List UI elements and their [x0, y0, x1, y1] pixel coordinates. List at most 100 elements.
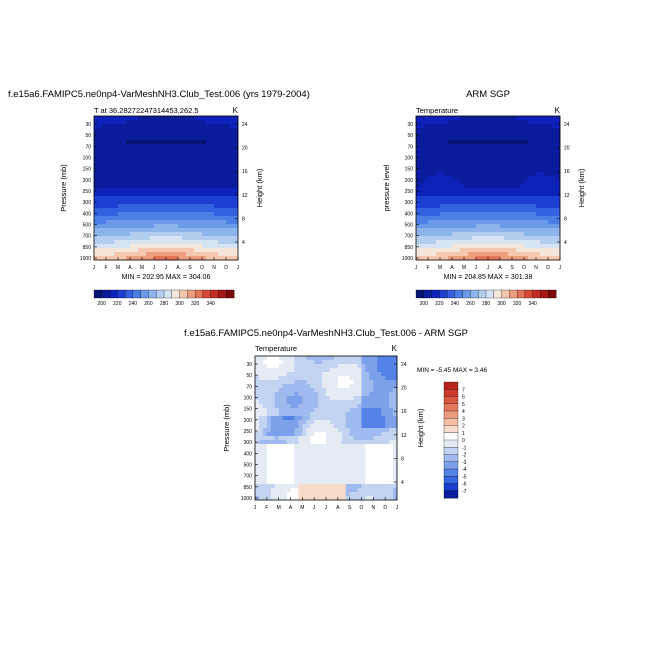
heatmap-cell [162, 136, 167, 141]
heatmap-cell [377, 480, 382, 485]
heatmap-cell [448, 192, 453, 197]
heatmap-cell [318, 472, 323, 477]
heatmap-cell [341, 428, 347, 433]
heatmap-cell [230, 160, 235, 165]
heatmap-cell [333, 356, 339, 361]
heatmap-cell [190, 180, 195, 185]
heatmap-cell [102, 144, 107, 149]
heatmap-cell [416, 244, 421, 249]
heatmap-cell [528, 128, 533, 133]
heatmap-cell [337, 488, 343, 493]
heatmap-cell [294, 380, 299, 385]
heatmap-cell [158, 196, 163, 201]
heatmap-cell [186, 248, 191, 253]
heatmap-cell [274, 448, 279, 453]
heatmap-cell [365, 408, 370, 413]
heatmap-cell [234, 176, 239, 181]
heatmap-cell [389, 412, 394, 417]
heatmap-cell [536, 244, 541, 249]
heatmap-cell [298, 496, 303, 501]
heatmap-cell [337, 472, 343, 477]
heatmap-cell [520, 148, 525, 153]
heatmap-cell [222, 172, 227, 177]
heatmap-cell [472, 168, 477, 173]
heatmap-cell [102, 196, 107, 201]
colorbar-label: 3 [462, 416, 465, 422]
heatmap-cell [524, 192, 529, 197]
heatmap-cell [556, 140, 561, 145]
heatmap-cell [102, 244, 107, 249]
heatmap-cell [381, 456, 386, 461]
heatmap-cell [298, 432, 303, 437]
heatmap-cell [389, 492, 394, 497]
heatmap-cell [345, 408, 350, 413]
heatmap-cell [94, 132, 99, 137]
heatmap-cell [170, 220, 175, 225]
heatmap-cell [548, 252, 553, 257]
heatmap-cell [302, 404, 307, 409]
heatmap-cell [361, 432, 366, 437]
heatmap-cell [102, 160, 107, 165]
heatmap-cell [361, 496, 366, 501]
heatmap-cell [349, 472, 354, 477]
heatmap-cell [278, 440, 283, 445]
heatmap-cell [274, 424, 279, 429]
heatmap-cell [146, 192, 151, 197]
heatmap-cell [194, 236, 199, 241]
heatmap-cell [528, 172, 533, 177]
heatmap-cell [552, 200, 557, 205]
heatmap-cell [333, 428, 339, 433]
heatmap-cell [460, 184, 465, 189]
heatmap-cell [369, 452, 374, 457]
heatmap-cell [106, 200, 111, 205]
heatmap-cell [210, 144, 215, 149]
heatmap-cell [385, 476, 390, 481]
heatmap-cell [436, 224, 441, 229]
heatmap-cell [349, 476, 354, 481]
heatmap-cell [134, 168, 139, 173]
heatmap-cell [226, 188, 231, 193]
heatmap-cell [496, 244, 501, 249]
y-tick-label: 1000 [80, 256, 91, 262]
heatmap-cell [532, 216, 537, 221]
heatmap-cell [520, 188, 525, 193]
heatmap-cell [500, 132, 505, 137]
heatmap-cell [416, 232, 421, 237]
heatmap-cell [512, 236, 517, 241]
heatmap-cell [385, 376, 390, 381]
heatmap-cell [532, 156, 537, 161]
heatmap-cell [150, 244, 155, 249]
heatmap-cell [556, 132, 561, 137]
heatmap-cell [94, 248, 99, 253]
heatmap-cell [114, 136, 119, 141]
heatmap-cell [302, 484, 307, 489]
heatmap-cell [456, 244, 461, 249]
heatmap-cell [488, 144, 493, 149]
heatmap-cell [126, 240, 131, 245]
heatmap-cell [544, 236, 549, 241]
heatmap-cell [266, 364, 272, 369]
heatmap-cell [452, 124, 457, 129]
heatmap-cell [142, 144, 147, 149]
heatmap-cell [341, 408, 347, 413]
heatmap-cell [480, 124, 485, 129]
heatmap-cell [214, 180, 219, 185]
heatmap-cell [337, 388, 343, 393]
heatmap-cell [166, 176, 171, 181]
heatmap-cell [540, 208, 545, 213]
heatmap-cell [298, 400, 303, 405]
heatmap-cell [532, 116, 537, 121]
heatmap-cell [448, 124, 453, 129]
heatmap-cell [440, 160, 445, 165]
heatmap-cell [106, 220, 111, 225]
heatmap-cell [349, 444, 354, 449]
heatmap-cell [393, 424, 398, 429]
heatmap-cell [186, 144, 191, 149]
heatmap-cell [369, 484, 374, 489]
heatmap-cell [134, 132, 139, 137]
x-tick-label: J [254, 505, 257, 511]
heatmap-cell [266, 372, 272, 377]
heatmap-cell [274, 404, 279, 409]
heatmap-cell [389, 440, 394, 445]
